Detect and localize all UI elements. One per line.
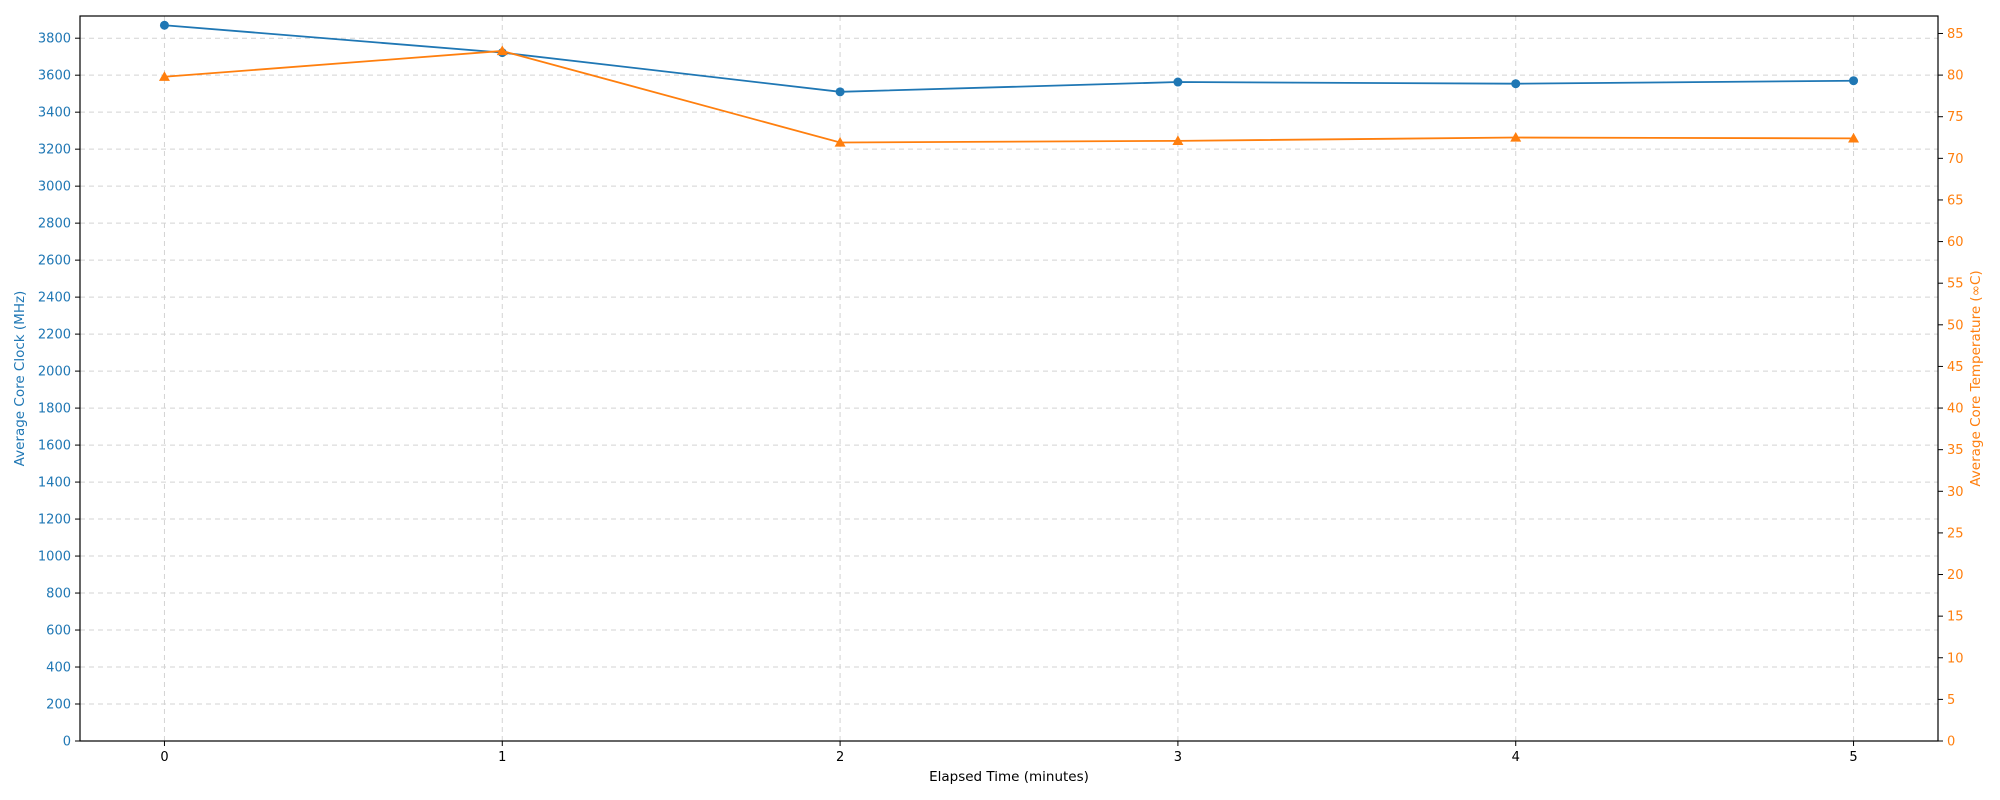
x-tick-label: 2 — [836, 750, 844, 765]
y-left-tick-label: 400 — [46, 661, 71, 676]
y-left-tick-label: 200 — [46, 698, 71, 713]
y-left-tick-label: 1800 — [38, 402, 71, 417]
y-left-tick-label: 1600 — [38, 439, 71, 454]
y-left-tick-label: 2800 — [38, 217, 71, 232]
x-axis-label: Elapsed Time (minutes) — [929, 769, 1089, 785]
y-left-tick-label: 3600 — [38, 69, 71, 84]
data-point-right-3 — [1172, 135, 1184, 145]
y-right-tick-label: 65 — [1947, 193, 1964, 208]
y-right-tick-label: 55 — [1947, 277, 1964, 292]
y-right-tick-label: 70 — [1947, 152, 1964, 167]
y-left-tick-label: 3000 — [38, 180, 71, 195]
y-right-tick-label: 40 — [1947, 402, 1964, 417]
x-tick-label: 4 — [1512, 750, 1520, 765]
data-point-left-3 — [1173, 77, 1183, 87]
y-left-tick-label: 3200 — [38, 143, 71, 158]
y-left-tick-label: 2200 — [38, 328, 71, 343]
y-left-tick-label: 3400 — [38, 106, 71, 121]
y-right-tick-label: 45 — [1947, 360, 1964, 375]
y-right-tick-label: 35 — [1947, 443, 1964, 458]
y-left-tick-label: 2000 — [38, 365, 71, 380]
y-axis-right-label: Average Core Temperature (∞C) — [1968, 270, 1984, 486]
y-right-tick-label: 20 — [1947, 568, 1964, 583]
y-left-tick-label: 1000 — [38, 550, 71, 565]
data-point-right-5 — [1848, 132, 1860, 143]
data-point-left-5 — [1849, 76, 1859, 86]
data-point-right-0 — [158, 71, 170, 81]
y-left-tick-label: 0 — [63, 735, 71, 750]
data-point-left-0 — [159, 20, 169, 30]
y-right-tick-label: 25 — [1947, 526, 1964, 541]
x-tick-label: 1 — [498, 750, 506, 765]
y-right-tick-label: 0 — [1947, 735, 1955, 750]
x-tick-label: 3 — [1174, 750, 1182, 765]
y-right-tick-label: 75 — [1947, 110, 1964, 125]
y-right-tick-label: 60 — [1947, 235, 1964, 250]
y-left-tick-label: 2400 — [38, 291, 71, 306]
y-axis-left: 0 200 400 600 800 1000 1200 1400 1600 1800 2000 220… — [38, 32, 80, 750]
data-point-right-2 — [834, 137, 846, 147]
data-point-left-2 — [835, 87, 845, 97]
y-right-tick-label: 50 — [1947, 318, 1964, 333]
data-point-left-4 — [1511, 79, 1521, 89]
y-right-tick-label: 15 — [1947, 610, 1964, 625]
y-right-tick-label: 30 — [1947, 485, 1964, 500]
series-layer — [158, 20, 1860, 147]
y-right-tick-label: 80 — [1947, 69, 1964, 84]
plot-frame — [79, 15, 1939, 742]
y-left-tick-label: 800 — [46, 587, 71, 602]
y-left-tick-label: 600 — [46, 624, 71, 639]
y-right-tick-label: 5 — [1947, 693, 1955, 708]
series-line-right — [164, 50, 1854, 144]
y-left-tick-label: 1400 — [38, 476, 71, 491]
data-point-right-4 — [1510, 132, 1522, 142]
y-right-tick-label: 10 — [1947, 651, 1964, 666]
y-left-tick-label: 1200 — [38, 513, 71, 528]
y-right-tick-label: 85 — [1947, 27, 1964, 42]
y-axis-right: 0 5 10 15 20 25 30 35 40 45 50 55 60 65 70 75 80 85 — [1938, 27, 1964, 750]
x-tick-label: 5 — [1849, 750, 1857, 765]
y-left-tick-label: 3800 — [38, 32, 71, 47]
data-point-right-1 — [496, 45, 508, 56]
y-left-tick-label: 2600 — [38, 254, 71, 269]
grid-lines — [80, 16, 1938, 741]
series-line-left — [164, 24, 1854, 93]
x-tick-label: 0 — [160, 750, 168, 765]
y-axis-left-label: Average Core Clock (MHz) — [12, 291, 28, 467]
x-axis: 0 1 2 3 4 5 — [160, 741, 1858, 765]
